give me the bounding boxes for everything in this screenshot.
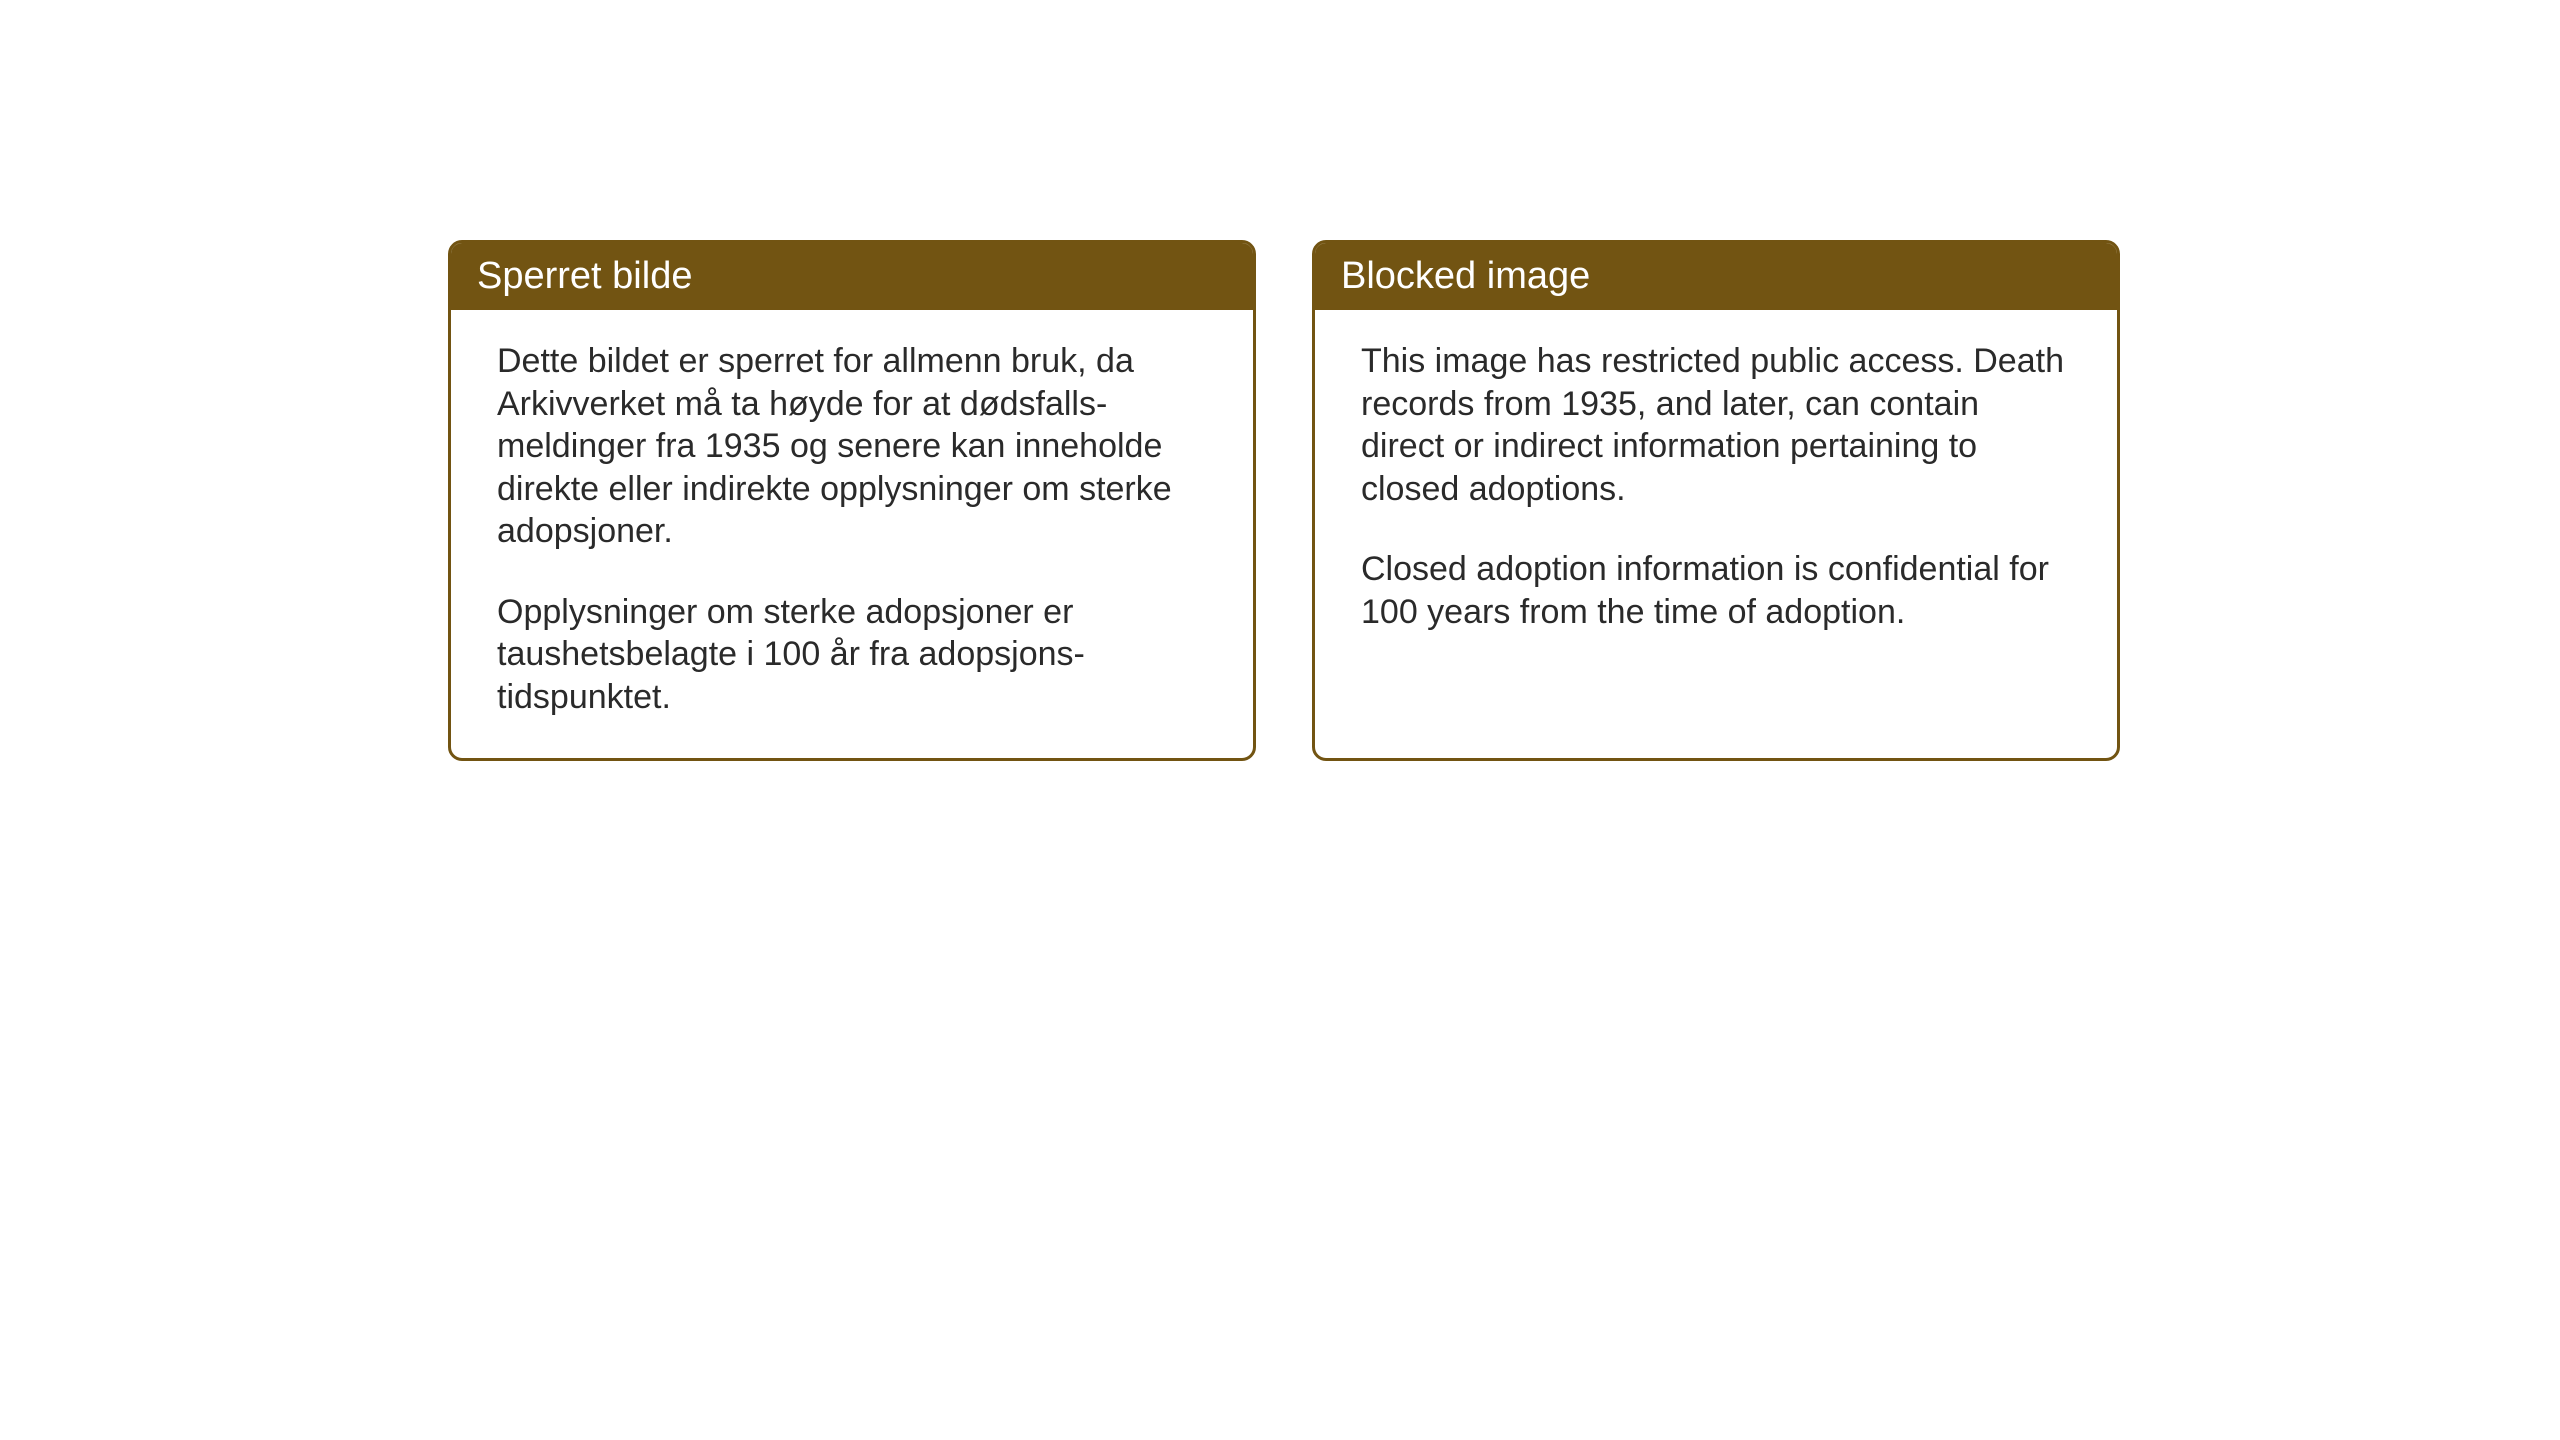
card-paragraph-norwegian-2: Opplysninger om sterke adopsjoner er tau… — [497, 591, 1207, 719]
notice-container: Sperret bilde Dette bildet er sperret fo… — [0, 0, 2560, 761]
notice-card-norwegian: Sperret bilde Dette bildet er sperret fo… — [448, 240, 1256, 761]
card-paragraph-english-1: This image has restricted public access.… — [1361, 340, 2071, 510]
notice-card-english: Blocked image This image has restricted … — [1312, 240, 2120, 761]
card-paragraph-norwegian-1: Dette bildet er sperret for allmenn bruk… — [497, 340, 1207, 553]
card-paragraph-english-2: Closed adoption information is confident… — [1361, 548, 2071, 633]
card-title-english: Blocked image — [1341, 255, 1590, 297]
card-body-norwegian: Dette bildet er sperret for allmenn bruk… — [451, 310, 1253, 758]
card-body-english: This image has restricted public access.… — [1315, 310, 2117, 740]
card-title-norwegian: Sperret bilde — [477, 255, 692, 297]
card-header-norwegian: Sperret bilde — [451, 243, 1253, 310]
card-header-english: Blocked image — [1315, 243, 2117, 310]
